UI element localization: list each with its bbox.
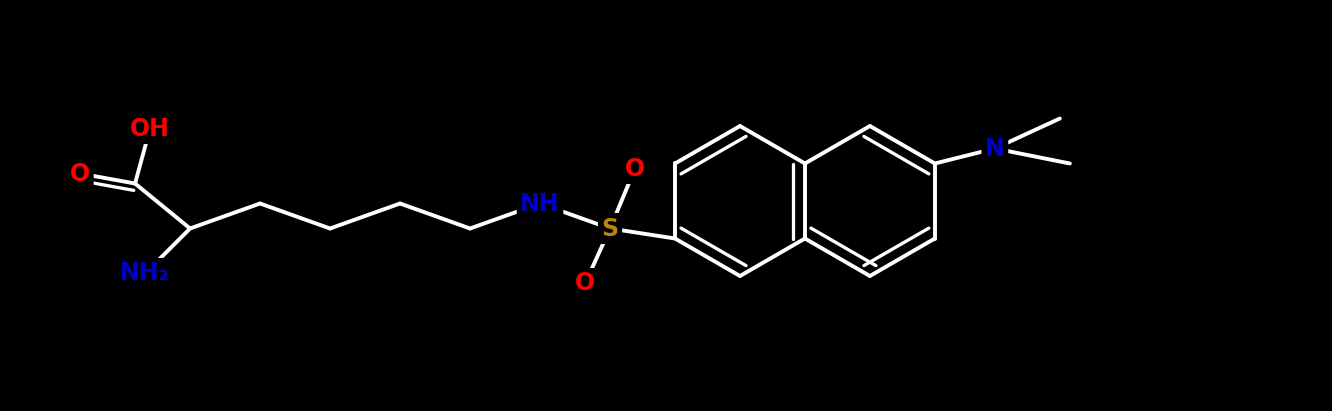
Text: NH₂: NH₂ [120,261,170,286]
Text: OH: OH [131,116,170,141]
Text: O: O [71,162,91,185]
Text: N: N [984,136,1004,161]
Text: S: S [602,217,618,240]
Text: NH: NH [521,192,559,215]
Text: O: O [625,157,645,180]
Text: O: O [575,272,595,296]
